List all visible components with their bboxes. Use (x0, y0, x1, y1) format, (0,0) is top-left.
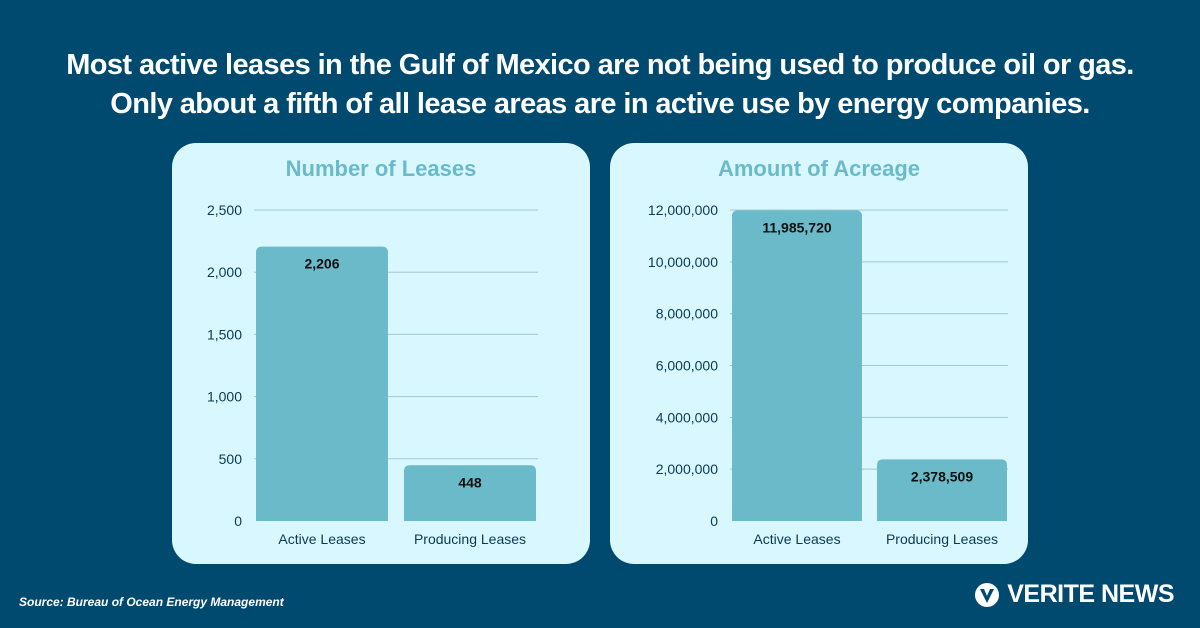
headline: Most active leases in the Gulf of Mexico… (66, 49, 1134, 120)
bar-value-label: 448 (458, 474, 482, 490)
y-tick-label: 1,500 (207, 326, 242, 342)
y-tick-label: 0 (710, 513, 718, 529)
chart-panel-amount-of-acreage: Amount of Acreage 0 2,000,000 4,000,000 6,00… (610, 143, 1028, 564)
bar-producing-leases (877, 459, 1007, 521)
chart-number-of-leases: Number of Leases 0 500 1,000 1,500 2,000 2,500… (207, 156, 538, 547)
y-tick-label: 2,000,000 (656, 461, 718, 477)
brand-logo[interactable]: VERITE NEWS (973, 580, 1174, 609)
brand-name: VERITE NEWS (1007, 580, 1174, 608)
chart-amount-of-acreage: Amount of Acreage 0 2,000,000 4,000,000 6,00… (648, 156, 1008, 547)
bar-active-leases (732, 210, 862, 521)
bar-active-leases (256, 246, 388, 521)
source-note: Source: Bureau of Ocean Energy Managemen… (19, 595, 284, 609)
chart-title: Amount of Acreage (718, 156, 920, 181)
chart-title: Number of Leases (286, 156, 477, 181)
bar-value-label: 11,985,720 (762, 219, 832, 235)
x-category-label: Producing Leases (886, 531, 998, 547)
y-tick-label: 6,000,000 (656, 358, 718, 374)
y-tick-label: 4,000,000 (656, 409, 718, 425)
x-category-label: Producing Leases (414, 531, 526, 547)
x-category-label: Active Leases (278, 531, 365, 547)
verite-v-logo-icon (975, 582, 1000, 607)
y-tick-label: 0 (234, 513, 242, 529)
y-tick-label: 10,000,000 (648, 254, 718, 270)
y-tick-label: 8,000,000 (656, 306, 718, 322)
y-tick-label: 12,000,000 (648, 202, 718, 218)
y-tick-label: 1,000 (207, 389, 242, 405)
bar-value-label: 2,378,509 (911, 468, 973, 484)
y-tick-label: 2,000 (207, 264, 242, 280)
y-tick-label: 500 (219, 451, 243, 467)
bar-producing-leases (404, 465, 536, 521)
bar-value-label: 2,206 (304, 256, 339, 272)
chart-panel-number-of-leases: Number of Leases 0 500 1,000 1,500 2,000 2,500… (172, 143, 590, 564)
x-category-label: Active Leases (753, 531, 840, 547)
y-tick-label: 2,500 (207, 202, 242, 218)
